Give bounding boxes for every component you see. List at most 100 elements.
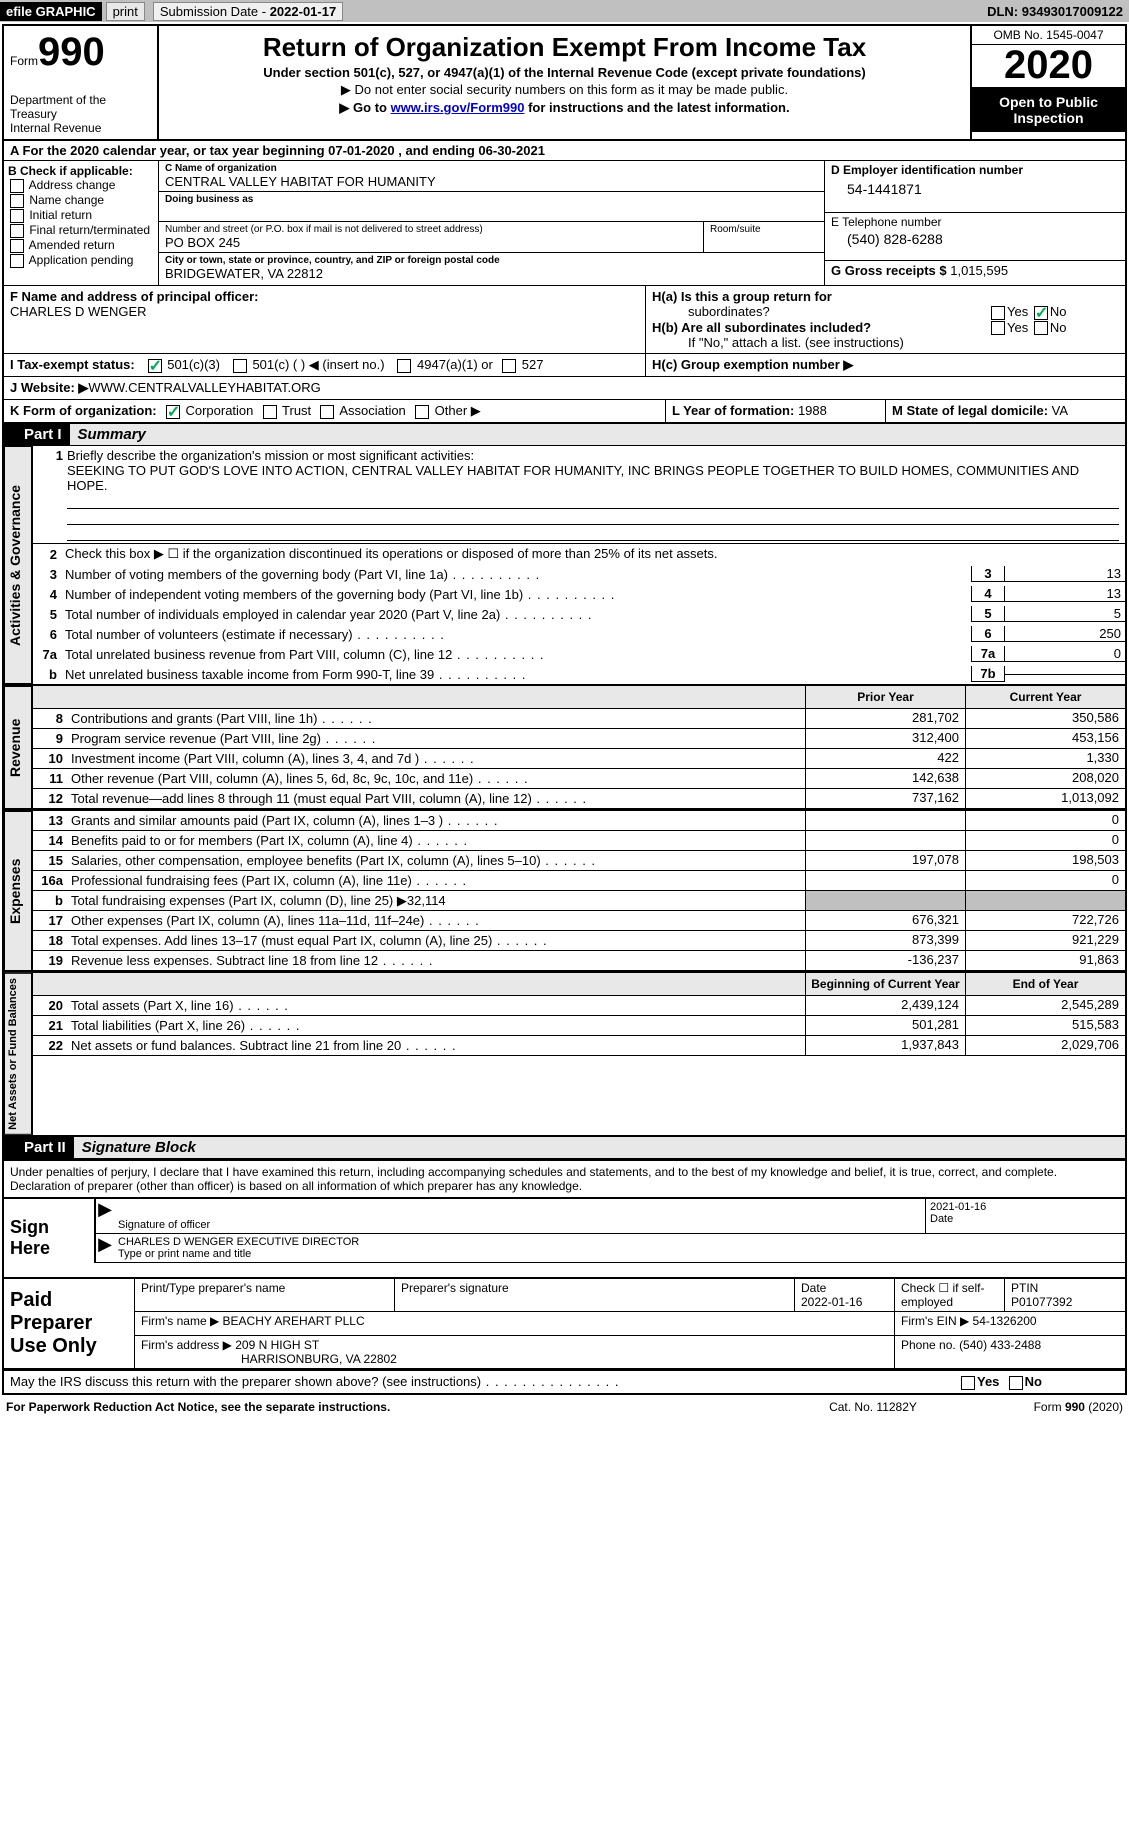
exp-line: 14Benefits paid to or for members (Part …	[33, 831, 1125, 851]
rev-line: 12Total revenue—add lines 8 through 11 (…	[33, 789, 1125, 809]
ha-yes[interactable]	[991, 306, 1005, 320]
dln-label: DLN:	[987, 4, 1022, 19]
chk-501c[interactable]	[233, 359, 247, 373]
hc-label: H(c) Group exemption number ▶	[652, 357, 853, 372]
firm-label: Firm's name ▶	[141, 1314, 219, 1328]
app-pending-label: Application pending	[29, 253, 134, 267]
form-note2: ▶ Go to www.irs.gov/Form990 for instruct…	[167, 100, 962, 116]
note2-pre: ▶ Go to	[339, 100, 390, 115]
room-field: Room/suite	[704, 222, 824, 252]
hb-label: H(b) Are all subordinates included?	[652, 320, 871, 335]
sig-officer-cell: Signature of officer	[114, 1199, 925, 1234]
top-toolbar: efile GRAPHIC print Submission Date - 20…	[0, 0, 1129, 22]
domicile-label: M State of legal domicile:	[892, 403, 1052, 418]
exp-vert-label: Expenses	[4, 811, 32, 971]
form-990: Form990 Department of the Treasury Inter…	[2, 24, 1127, 1395]
501c-label: 501(c) ( ) ◀ (insert no.)	[252, 357, 384, 372]
form-title: Return of Organization Exempt From Incom…	[167, 32, 962, 63]
begin-year-hdr: Beginning of Current Year	[805, 973, 965, 995]
city-label: City or town, state or province, country…	[165, 255, 818, 266]
exp-line: 15Salaries, other compensation, employee…	[33, 851, 1125, 871]
net-line: 22Net assets or fund balances. Subtract …	[33, 1036, 1125, 1056]
street-field: Number and street (or P.O. box if mail i…	[159, 222, 704, 252]
addr-change-label: Address change	[29, 178, 116, 192]
chk-501c3[interactable]	[148, 359, 162, 373]
chk-corporation[interactable]	[166, 405, 180, 419]
may-yes[interactable]	[961, 1376, 975, 1390]
website-label: J Website: ▶	[10, 380, 88, 396]
hb-note: If "No," attach a list. (see instruction…	[652, 335, 1119, 350]
street-label: Number and street (or P.O. box if mail i…	[165, 224, 697, 235]
chk-trust[interactable]	[263, 405, 277, 419]
section-expenses: Expenses 13Grants and similar amounts pa…	[4, 811, 1125, 973]
street-address: PO BOX 245	[165, 235, 697, 250]
page-footer: For Paperwork Reduction Act Notice, see …	[0, 1397, 1129, 1417]
org-name-field: C Name of organization CENTRAL VALLEY HA…	[159, 161, 824, 192]
part1-header: Part I Summary	[4, 424, 1125, 446]
sig-declaration: Under penalties of perjury, I declare th…	[4, 1159, 1125, 1197]
sig-arrow2: ▶	[96, 1234, 114, 1263]
irs-link[interactable]: www.irs.gov/Form990	[391, 100, 525, 115]
submission-date: Submission Date - 2022-01-17	[153, 2, 343, 21]
part1-label: Part I	[4, 424, 70, 446]
room-label: Room/suite	[710, 224, 818, 235]
form-title-block: Return of Organization Exempt From Incom…	[159, 26, 970, 139]
addr-row: Number and street (or P.O. box if mail i…	[159, 222, 824, 253]
rev-lines: 8Contributions and grants (Part VIII, li…	[33, 709, 1125, 809]
amended-label: Amended return	[29, 238, 115, 252]
gross-value: 1,015,595	[950, 263, 1008, 278]
footer-left: For Paperwork Reduction Act Notice, see …	[6, 1400, 803, 1414]
chk-527[interactable]	[502, 359, 516, 373]
chk-name-change[interactable]: Name change	[8, 193, 154, 208]
city-state-zip: BRIDGEWATER, VA 22812	[165, 266, 818, 281]
officer-label: F Name and address of principal officer:	[10, 289, 259, 304]
mission-label: Briefly describe the organization's miss…	[67, 448, 474, 463]
net-vert-label: Net Assets or Fund Balances	[4, 973, 32, 1135]
yes-label2: Yes	[1007, 320, 1028, 335]
hb-no[interactable]	[1034, 321, 1048, 335]
rev-line: 8Contributions and grants (Part VIII, li…	[33, 709, 1125, 729]
open-public: Open to Public Inspection	[972, 88, 1125, 132]
sig-name-cell: CHARLES D WENGER EXECUTIVE DIRECTOR Type…	[114, 1234, 1125, 1263]
hb-yes[interactable]	[991, 321, 1005, 335]
mission-uline1	[67, 493, 1119, 509]
no-label: No	[1050, 304, 1067, 319]
firm-phone: (540) 433-2488	[959, 1338, 1041, 1352]
mission-text: SEEKING TO PUT GOD'S LOVE INTO ACTION, C…	[67, 463, 1079, 493]
print-button[interactable]: print	[106, 2, 145, 21]
form-note1: ▶ Do not enter social security numbers o…	[167, 82, 962, 98]
note2-post: for instructions and the latest informat…	[524, 100, 789, 115]
chk-other[interactable]	[415, 405, 429, 419]
org-name: CENTRAL VALLEY HABITAT FOR HUMANITY	[165, 174, 818, 189]
ptin-value: P01077392	[1011, 1295, 1072, 1309]
ha-no[interactable]	[1034, 306, 1048, 320]
form-number: 990	[38, 30, 105, 74]
dba-label: Doing business as	[165, 194, 818, 205]
may-no[interactable]	[1009, 1376, 1023, 1390]
gov-line: 2Check this box ▶ ☐ if the organization …	[33, 544, 1125, 564]
prep-sig-label: Preparer's signature	[395, 1279, 795, 1311]
exp-lines: 13Grants and similar amounts paid (Part …	[32, 811, 1125, 971]
mission-uline3	[67, 525, 1119, 541]
chk-4947[interactable]	[397, 359, 411, 373]
city-field: City or town, state or province, country…	[159, 253, 824, 283]
gov-line: 6Total number of volunteers (estimate if…	[33, 624, 1125, 644]
sign-here-block: Sign Here ▶ Signature of officer 2021-01…	[4, 1197, 1125, 1279]
chk-amended-return[interactable]: Amended return	[8, 238, 154, 253]
chk-initial-return[interactable]: Initial return	[8, 208, 154, 223]
chk-address-change[interactable]: Address change	[8, 178, 154, 193]
line1-num: 1	[39, 448, 67, 541]
dept-line1: Department of the	[10, 93, 151, 107]
box-f: F Name and address of principal officer:…	[4, 286, 645, 353]
chk-app-pending[interactable]: Application pending	[8, 253, 154, 268]
501c3-label: 501(c)(3)	[167, 357, 220, 372]
dept-line2: Treasury	[10, 107, 151, 121]
gov-line: 5Total number of individuals employed in…	[33, 604, 1125, 624]
rev-line: 11Other revenue (Part VIII, column (A), …	[33, 769, 1125, 789]
footer-cat: Cat. No. 11282Y	[803, 1400, 943, 1414]
chk-association[interactable]	[320, 405, 334, 419]
prep-date: 2022-01-16	[801, 1295, 862, 1309]
part2-label: Part II	[4, 1137, 74, 1159]
chk-final-return[interactable]: Final return/terminated	[8, 223, 154, 238]
firm-addr2: HARRISONBURG, VA 22802	[141, 1352, 397, 1366]
